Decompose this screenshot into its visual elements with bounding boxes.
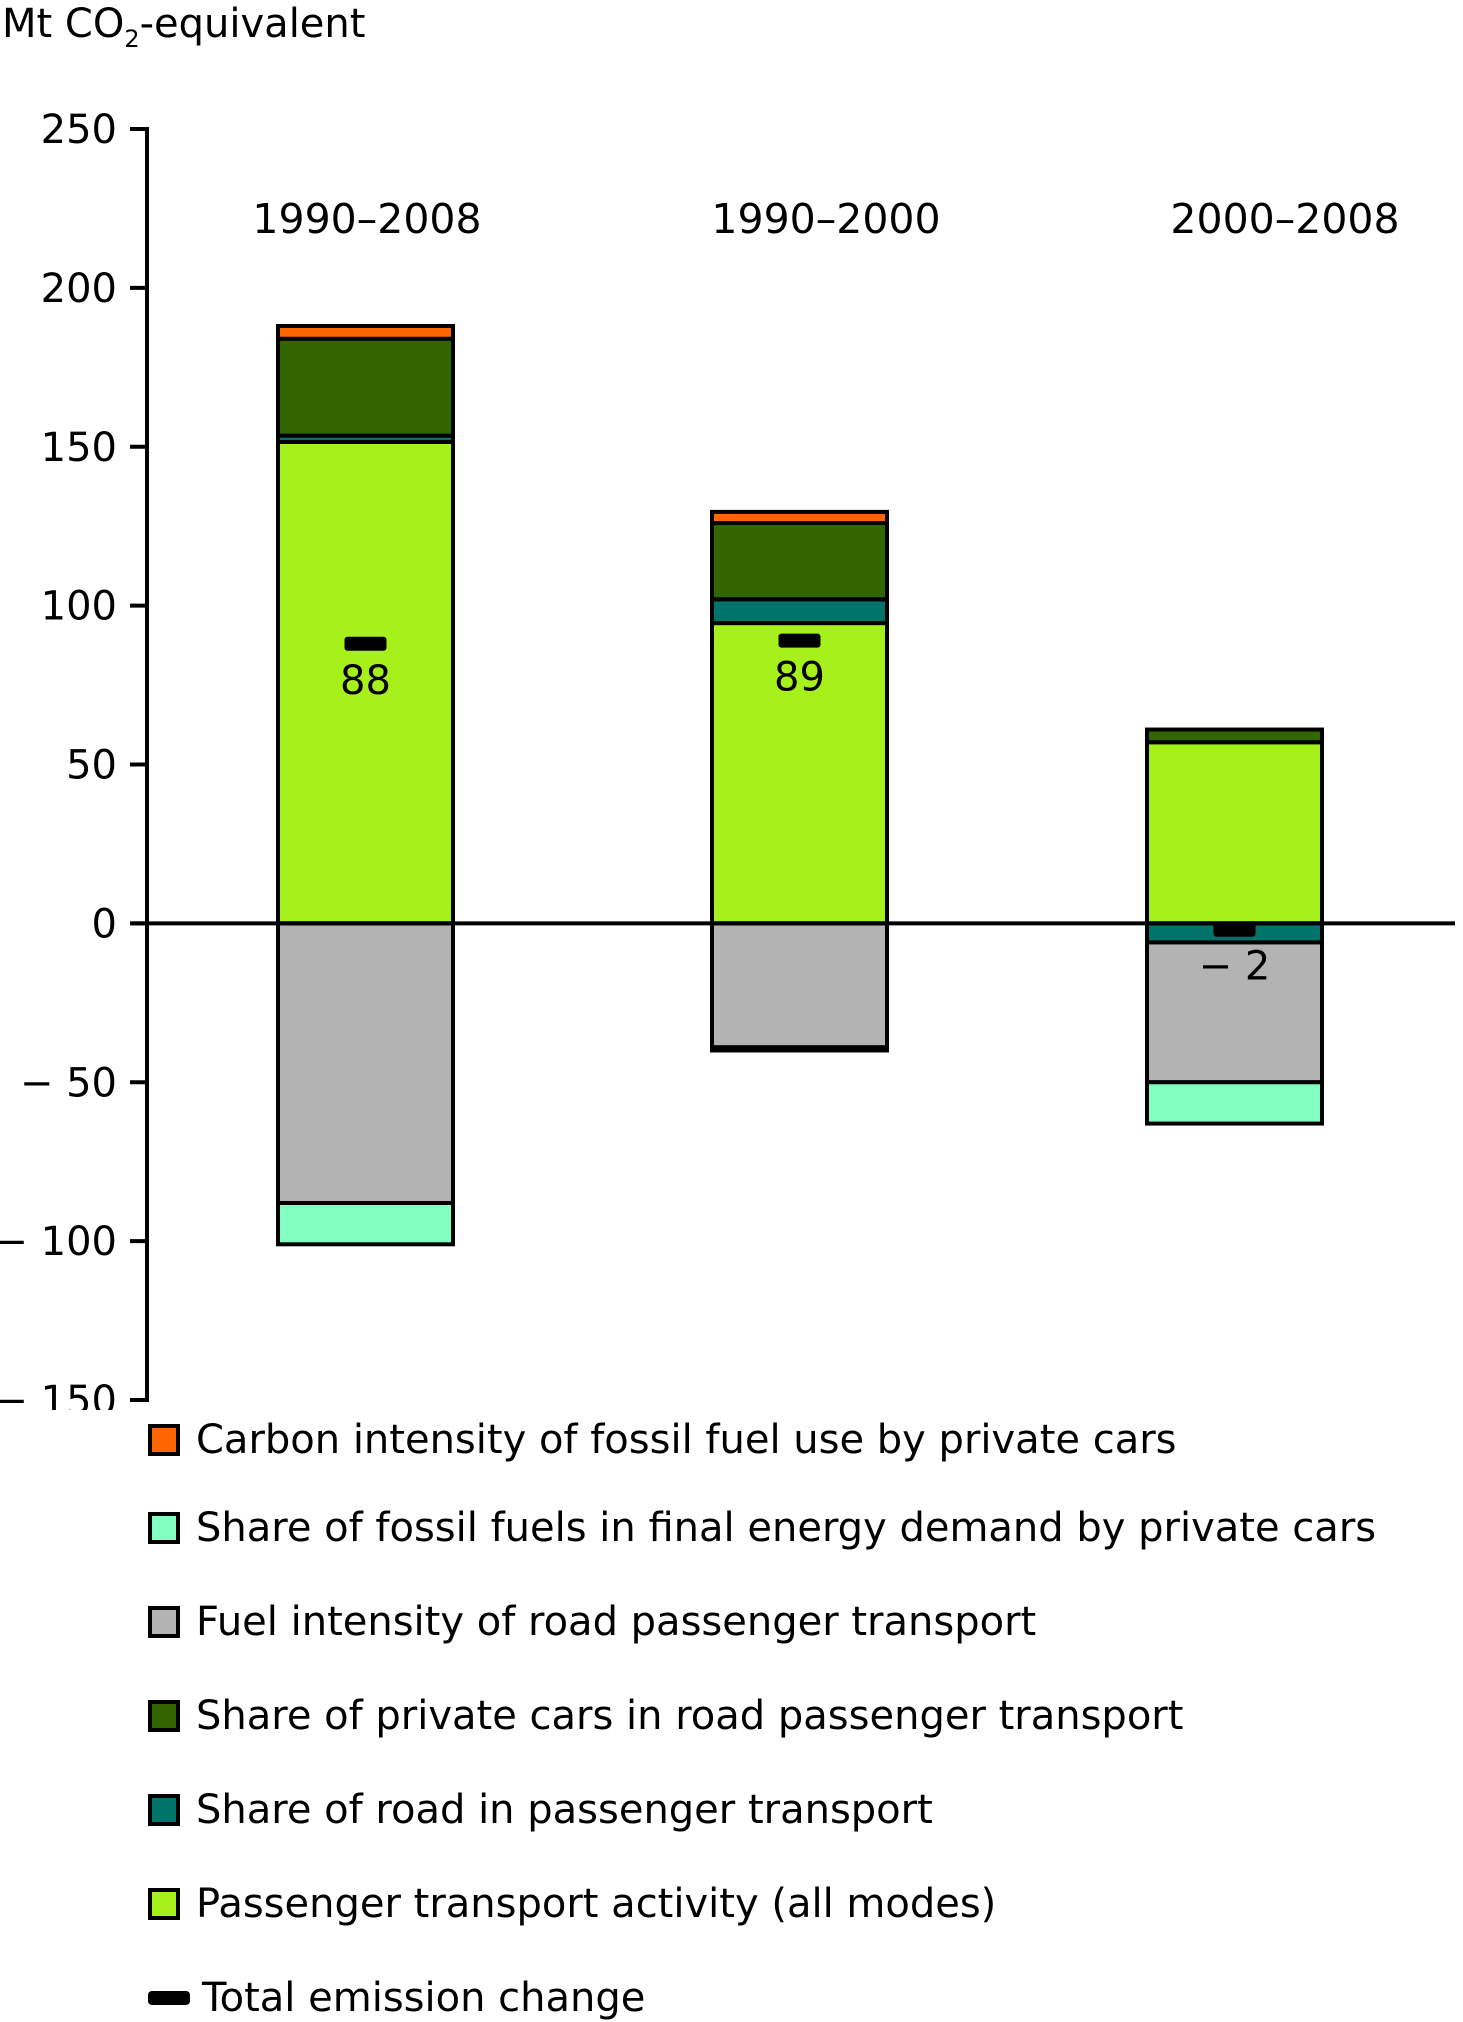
y-tick-label: 0 [92, 901, 117, 947]
total-emission-label: − 2 [1199, 944, 1271, 990]
total-markers: 88 89 − 2 [340, 633, 1271, 990]
bar-stack [710, 509, 889, 1053]
legend-color-swatch [148, 1888, 180, 1920]
y-tick-label: − 50 [20, 1060, 117, 1106]
bar-segment [710, 597, 889, 626]
legend-item: Passenger transport activity (all modes) [148, 1880, 996, 1928]
legend-item: Fuel intensity of road passenger transpo… [148, 1598, 1036, 1646]
category-label: 1990–2000 [711, 195, 940, 243]
category-label: 2000–2008 [1170, 195, 1399, 243]
total-emission-marker [1213, 922, 1256, 937]
total-emission-label: 88 [340, 658, 391, 704]
y-tick-label: 100 [41, 584, 117, 630]
legend-color-swatch [148, 1512, 180, 1544]
y-tick-label: 200 [41, 266, 117, 312]
bar-segment [276, 324, 455, 341]
bar-segment [276, 921, 455, 1205]
legend-item: Total emission change [148, 1974, 645, 2022]
bar-segment [276, 1200, 455, 1247]
legend-label: Carbon intensity of fossil fuel use by p… [196, 1417, 1177, 1463]
y-axis-unit-suffix: -equivalent [139, 1, 366, 47]
total-emission-label: 89 [774, 655, 825, 701]
total-emission-marker [344, 636, 387, 651]
bar-segment [710, 921, 889, 1050]
y-tick-label: 250 [41, 107, 117, 153]
bar-segment [1145, 940, 1324, 1085]
y-tick-label: − 100 [0, 1219, 117, 1265]
bar-segment [710, 509, 889, 526]
bars [276, 324, 1324, 1247]
y-tick-label: 150 [41, 425, 117, 471]
y-tick-label: − 150 [0, 1378, 117, 1410]
total-emission-marker [778, 633, 821, 648]
bar-segment [1145, 740, 1324, 926]
bar-segment [1145, 1080, 1324, 1126]
legend-color-swatch [148, 1700, 180, 1732]
legend-label: Share of private cars in road passenger … [196, 1693, 1184, 1739]
bar-segment [710, 621, 889, 926]
stacked-bar-chart: 250 200 150 100 50 0 − 50 − 100 − 150 88 89 − 2 19… [0, 107, 1455, 1410]
y-tick-label: 50 [66, 743, 117, 789]
legend-label: Share of fossil fuels in final energy de… [196, 1505, 1377, 1551]
y-axis-unit-subscript: 2 [124, 25, 140, 53]
legend-color-swatch [148, 1606, 180, 1638]
bar-segment [276, 336, 455, 438]
bar-segment [710, 1045, 889, 1053]
bar-stack [276, 324, 455, 1247]
legend-line-swatch [148, 1991, 190, 2005]
y-axis-unit-label: Mt CO2-equivalent [2, 0, 366, 51]
legend-label: Total emission change [202, 1975, 646, 2021]
legend-color-swatch [148, 1424, 180, 1456]
legend-color-swatch [148, 1794, 180, 1826]
legend-item: Share of private cars in road passenger … [148, 1692, 1183, 1740]
legend-label: Share of road in passenger transport [196, 1787, 933, 1833]
bar-segment [1145, 727, 1324, 745]
legend-item: Share of fossil fuels in final energy de… [148, 1504, 1376, 1552]
legend-label: Fuel intensity of road passenger transpo… [196, 1599, 1037, 1645]
bar-stack [1145, 727, 1324, 1126]
legend-label: Passenger transport activity (all modes) [196, 1881, 997, 1927]
bar-segment [710, 521, 889, 602]
legend-item: Share of road in passenger transport [148, 1786, 933, 1834]
y-axis-unit-prefix: Mt CO [2, 1, 125, 47]
y-axis: 250 200 150 100 50 0 − 50 − 100 − 150 [0, 107, 149, 1410]
category-label: 1990–2008 [252, 195, 481, 243]
category-labels: 1990–2008 1990–2000 2000–2008 [252, 195, 1399, 243]
legend-item: Carbon intensity of fossil fuel use by p… [148, 1416, 1177, 1464]
